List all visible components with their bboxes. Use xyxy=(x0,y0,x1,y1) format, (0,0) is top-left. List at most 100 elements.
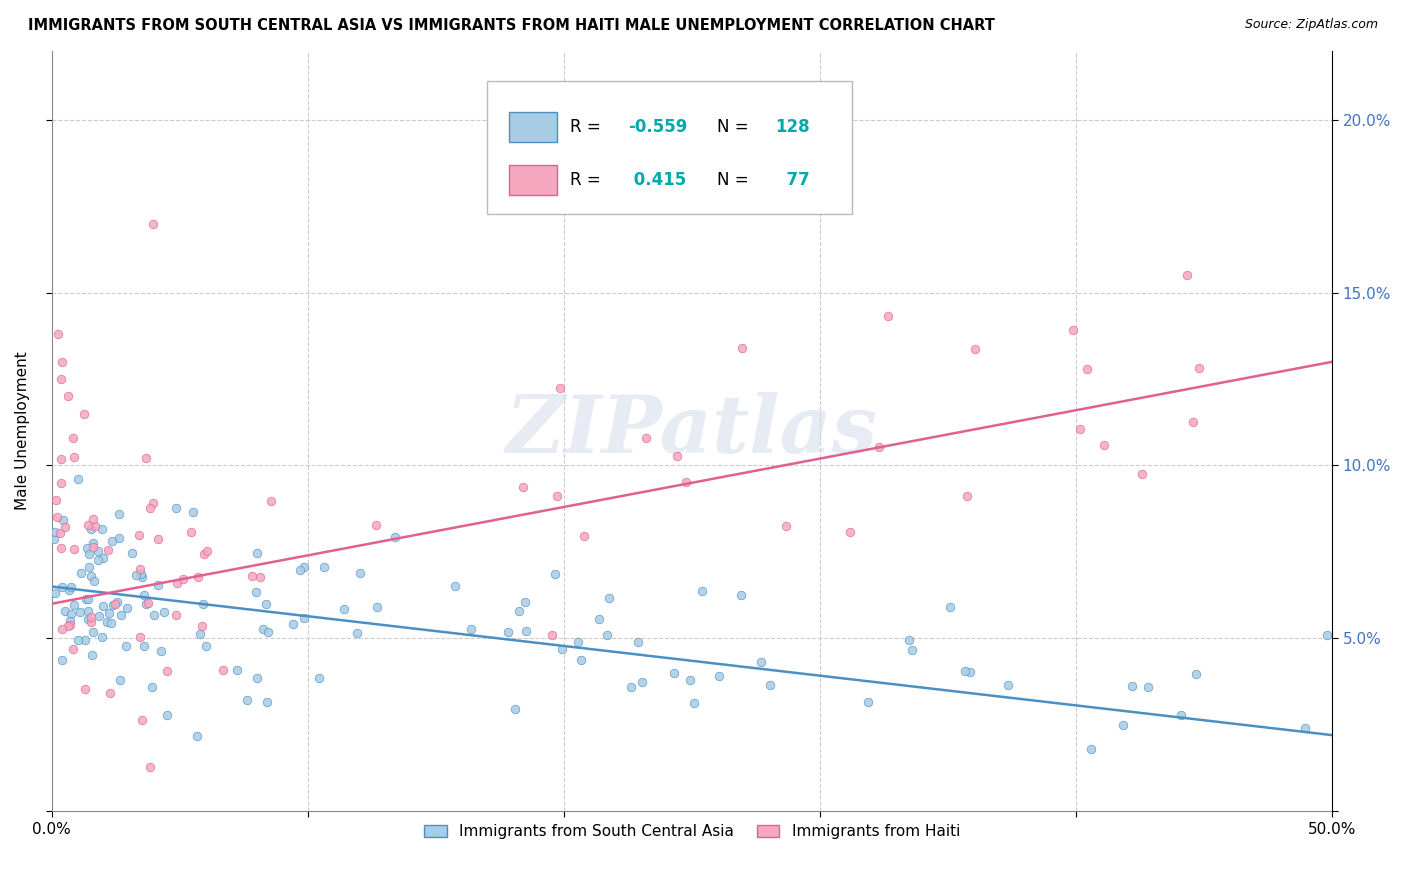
Point xyxy=(620,681,643,695)
Point xyxy=(997,678,1019,692)
Point xyxy=(1076,361,1098,376)
Point xyxy=(666,449,689,463)
Point xyxy=(508,604,530,618)
Point xyxy=(53,604,76,618)
Text: N =: N = xyxy=(717,171,749,189)
Point xyxy=(877,309,900,323)
Point xyxy=(366,518,388,533)
Text: 128: 128 xyxy=(775,118,810,136)
Point xyxy=(82,648,104,662)
Point xyxy=(96,615,118,629)
Point xyxy=(156,708,179,723)
Point xyxy=(187,570,209,584)
Point xyxy=(132,588,155,602)
Point xyxy=(62,598,84,612)
Point xyxy=(58,582,80,597)
Point xyxy=(959,665,981,680)
Point xyxy=(139,501,162,516)
Point xyxy=(180,525,202,540)
Point xyxy=(128,528,150,542)
Text: -0.559: -0.559 xyxy=(628,118,688,136)
Point xyxy=(101,598,124,612)
Point xyxy=(87,553,110,567)
Point xyxy=(1062,323,1084,337)
Point xyxy=(62,642,84,657)
Legend: Immigrants from South Central Asia, Immigrants from Haiti: Immigrants from South Central Asia, Immi… xyxy=(418,818,966,846)
Point xyxy=(142,608,165,623)
Point xyxy=(153,606,176,620)
Point xyxy=(59,618,82,632)
Point xyxy=(108,508,131,522)
Point xyxy=(195,544,218,558)
Point xyxy=(90,522,112,536)
Point xyxy=(80,610,103,624)
Point xyxy=(129,566,152,581)
Point xyxy=(51,541,73,555)
Point xyxy=(156,664,179,678)
Point xyxy=(134,639,156,653)
Point xyxy=(333,602,356,616)
Point xyxy=(546,490,568,504)
Point xyxy=(136,596,159,610)
Point xyxy=(59,614,82,628)
Point xyxy=(56,389,79,403)
Point xyxy=(1112,718,1135,732)
Y-axis label: Male Unemployment: Male Unemployment xyxy=(15,351,30,510)
Text: N =: N = xyxy=(717,118,749,136)
Point xyxy=(56,618,79,632)
Point xyxy=(569,653,592,667)
Point xyxy=(838,524,860,539)
Point xyxy=(83,574,105,588)
Point xyxy=(1137,680,1160,694)
Point xyxy=(211,663,233,677)
Point xyxy=(1170,707,1192,722)
Point xyxy=(188,627,211,641)
Point xyxy=(682,696,704,710)
Point xyxy=(108,673,131,688)
Point xyxy=(246,672,269,686)
Point xyxy=(142,217,165,231)
Point xyxy=(51,372,73,386)
Point xyxy=(142,496,165,510)
Point xyxy=(901,643,924,657)
Point xyxy=(193,547,215,561)
Point xyxy=(246,545,269,559)
Point xyxy=(46,510,69,524)
Point xyxy=(662,666,685,681)
Point xyxy=(749,655,772,669)
Point xyxy=(100,616,122,631)
Point xyxy=(281,617,304,632)
Point xyxy=(165,500,187,515)
Point xyxy=(87,543,110,558)
Point xyxy=(596,627,619,641)
FancyBboxPatch shape xyxy=(509,165,557,195)
Point xyxy=(1294,721,1316,735)
Point xyxy=(730,588,752,602)
Point xyxy=(139,760,162,774)
Point xyxy=(240,569,263,583)
Point xyxy=(1092,438,1115,452)
Point xyxy=(131,714,153,728)
FancyBboxPatch shape xyxy=(486,81,852,214)
Point xyxy=(75,592,97,607)
Point xyxy=(72,407,94,421)
Point xyxy=(679,673,702,687)
Point xyxy=(731,341,754,355)
Point xyxy=(114,639,136,653)
Point xyxy=(146,533,169,547)
Point xyxy=(444,579,467,593)
Point xyxy=(236,693,259,707)
Point xyxy=(1121,679,1143,693)
Point xyxy=(193,597,215,611)
Point xyxy=(63,542,86,557)
Point xyxy=(312,559,335,574)
Point xyxy=(135,597,157,611)
Point xyxy=(87,609,110,624)
Point xyxy=(252,622,274,636)
Point xyxy=(45,493,67,508)
Point xyxy=(245,584,267,599)
Point xyxy=(955,489,977,503)
Point xyxy=(60,607,83,621)
Point xyxy=(77,592,100,607)
Point xyxy=(384,530,406,544)
